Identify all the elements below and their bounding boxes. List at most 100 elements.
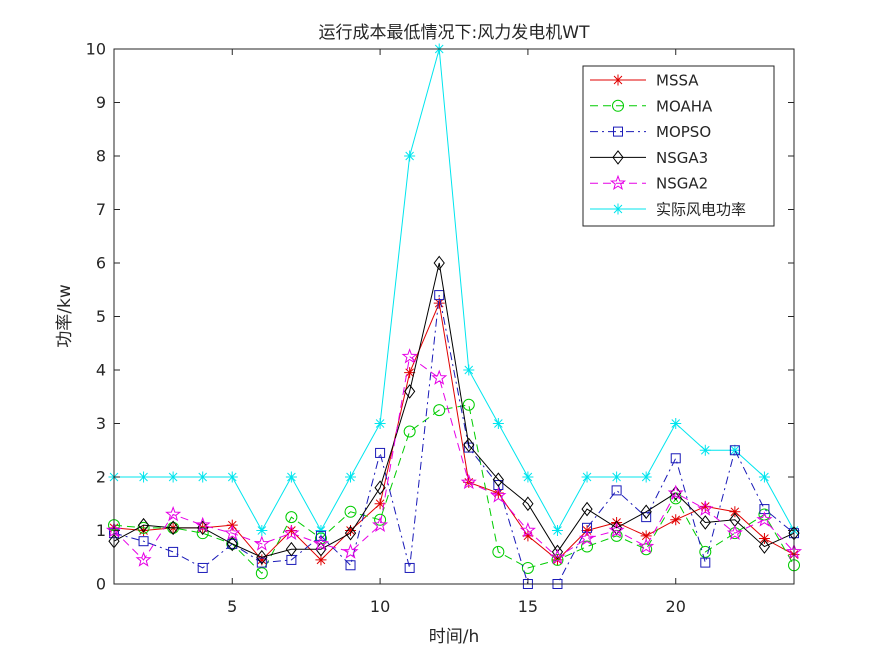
legend-box (582, 65, 775, 227)
series-2 (108, 398, 800, 580)
data-point (256, 525, 268, 536)
data-point (312, 535, 329, 551)
legend-marker (613, 126, 623, 137)
data-point (285, 541, 298, 557)
data-point (255, 567, 268, 580)
data-point (758, 539, 771, 554)
y-tick-label: 2 (96, 468, 106, 487)
data-point (344, 505, 357, 518)
legend-entry: 实际风电功率 (590, 201, 746, 219)
data-point (285, 471, 297, 483)
data-point (522, 496, 534, 512)
tick-layer: 0 1 2 3 4 5 6 7 8 9 10 5 10 15 20 (86, 40, 794, 616)
y-tick-label: 3 (96, 414, 106, 433)
legend-marker (609, 174, 627, 191)
legend-label: MSSA (656, 72, 699, 90)
x-tick-label: 15 (518, 597, 538, 616)
data-point (404, 384, 416, 399)
data-point (167, 520, 179, 536)
data-point (581, 471, 593, 483)
data-point (433, 404, 446, 417)
data-point (729, 506, 741, 518)
data-point (138, 536, 149, 547)
data-point (551, 525, 563, 536)
data-point (697, 500, 714, 516)
data-point (401, 348, 418, 364)
data-point (167, 471, 179, 483)
data-point (138, 471, 150, 483)
data-point (253, 535, 270, 551)
y-axis-label: 功率/kw (55, 284, 75, 348)
data-point (521, 561, 534, 574)
data-point (315, 530, 326, 541)
data-point (344, 525, 357, 541)
data-point (699, 515, 711, 530)
data-point (375, 447, 386, 458)
data-point (700, 557, 711, 568)
data-point (551, 544, 564, 560)
data-point (492, 418, 504, 429)
data-point (756, 511, 773, 527)
y-tick-label: 4 (96, 361, 106, 380)
data-point (374, 513, 387, 526)
data-point (492, 545, 505, 558)
legend-marker (612, 99, 624, 112)
data-point (462, 398, 475, 411)
y-tick-label: 5 (96, 307, 106, 326)
data-point (197, 471, 209, 483)
data-point (342, 543, 359, 559)
x-tick-label: 5 (227, 597, 237, 616)
data-point (522, 471, 534, 483)
data-point (137, 517, 150, 533)
data-point (640, 530, 652, 542)
data-point (194, 516, 211, 532)
data-point (434, 290, 445, 301)
data-point (492, 472, 504, 487)
x-tick-label: 20 (666, 597, 686, 616)
data-point (758, 533, 770, 545)
y-tick-label: 8 (96, 147, 106, 166)
data-point (726, 524, 743, 541)
data-point (608, 522, 625, 538)
data-point (522, 530, 534, 542)
data-point (670, 418, 682, 429)
data-point (224, 524, 241, 541)
data-point (283, 524, 300, 541)
y-tick-label: 1 (96, 521, 106, 540)
legend-marker (612, 74, 624, 86)
data-point (372, 516, 389, 532)
data-point (404, 150, 416, 162)
data-point (670, 453, 681, 464)
y-tick-label: 6 (96, 254, 106, 273)
data-point (285, 511, 298, 524)
series-line (113, 262, 795, 558)
legend-label: NSGA2 (656, 175, 708, 193)
data-point (640, 504, 652, 520)
legend-label: NSGA3 (656, 149, 708, 167)
legend-entry: NSGA3 (590, 149, 708, 167)
data-point (226, 536, 238, 552)
data-point (729, 445, 740, 456)
data-point (610, 520, 623, 536)
legend-marker (612, 150, 624, 165)
data-point (463, 364, 475, 376)
data-point (404, 367, 416, 379)
data-point (345, 525, 357, 536)
data-point (611, 471, 623, 483)
data-point (403, 425, 416, 438)
data-point (519, 522, 536, 538)
legend-label: 实际风电功率 (656, 201, 746, 219)
data-point (729, 444, 741, 456)
data-point (433, 297, 445, 309)
data-point (492, 487, 504, 499)
data-point (463, 437, 475, 453)
data-point (640, 471, 652, 483)
data-point (256, 549, 268, 565)
data-point (226, 471, 238, 483)
x-tick-label: 10 (370, 597, 390, 616)
data-point (315, 554, 327, 566)
x-axis-label: 时间/h (429, 627, 480, 647)
data-point (256, 554, 268, 566)
data-point (641, 512, 652, 523)
